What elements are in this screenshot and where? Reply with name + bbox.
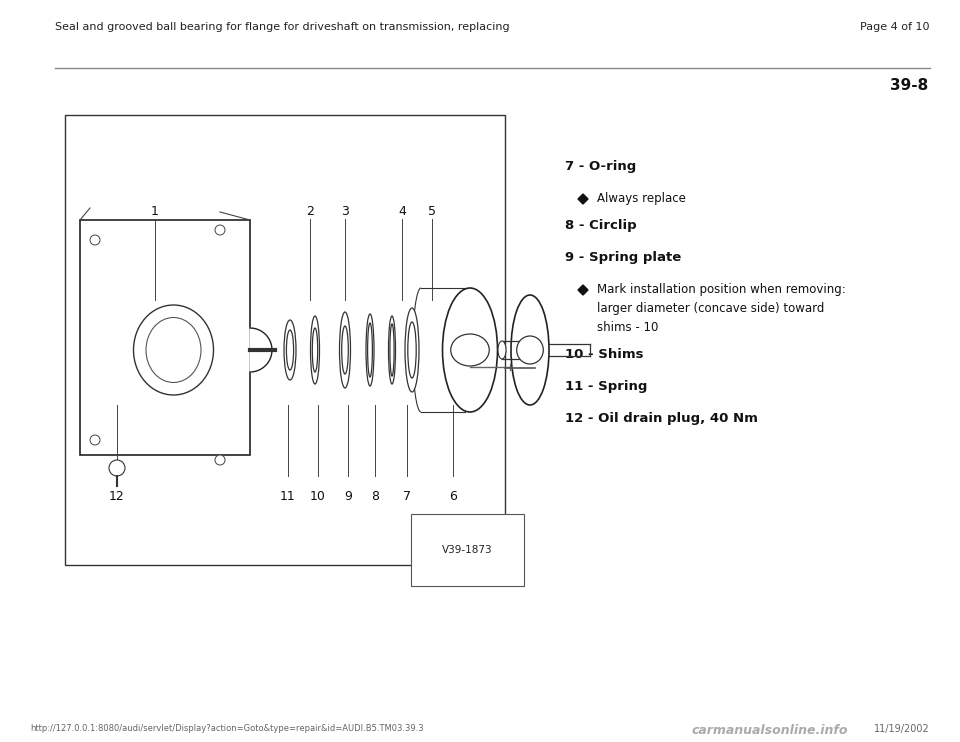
Bar <box>80 220 250 455</box>
Text: 10: 10 <box>310 490 326 503</box>
Text: 4: 4 <box>398 205 406 218</box>
Text: 10 - Shims: 10 - Shims <box>565 348 643 361</box>
Ellipse shape <box>340 312 350 388</box>
Polygon shape <box>250 328 272 372</box>
Text: 7 - O-ring: 7 - O-ring <box>565 160 636 173</box>
Text: 3: 3 <box>341 205 348 218</box>
Text: Page 4 of 10: Page 4 of 10 <box>860 22 930 32</box>
Text: 9: 9 <box>344 490 352 503</box>
Text: 39-8: 39-8 <box>890 78 928 93</box>
Ellipse shape <box>498 341 506 359</box>
Ellipse shape <box>215 455 225 465</box>
Text: 12: 12 <box>109 490 125 503</box>
Text: carmanualsonline.info: carmanualsonline.info <box>691 724 848 737</box>
Text: 11/19/2002: 11/19/2002 <box>875 724 930 734</box>
Ellipse shape <box>366 314 374 386</box>
Ellipse shape <box>368 323 372 377</box>
Ellipse shape <box>408 322 417 378</box>
Text: Mark installation position when removing:: Mark installation position when removing… <box>597 283 846 296</box>
Ellipse shape <box>312 328 318 372</box>
Text: 8: 8 <box>371 490 379 503</box>
Text: 7: 7 <box>403 490 411 503</box>
Text: larger diameter (concave side) toward: larger diameter (concave side) toward <box>597 302 825 315</box>
Ellipse shape <box>389 316 396 384</box>
Text: Always replace: Always replace <box>597 192 685 205</box>
Text: 9 - Spring plate: 9 - Spring plate <box>565 251 682 264</box>
Text: 5: 5 <box>428 205 436 218</box>
Circle shape <box>109 460 125 476</box>
Ellipse shape <box>390 324 395 376</box>
Text: 11: 11 <box>280 490 296 503</box>
Ellipse shape <box>342 326 348 374</box>
Text: 8 - Circlip: 8 - Circlip <box>565 219 636 232</box>
Text: 2: 2 <box>306 205 314 218</box>
Ellipse shape <box>511 295 549 405</box>
Ellipse shape <box>310 316 320 384</box>
Polygon shape <box>578 285 588 295</box>
Text: 12 - Oil drain plug, 40 Nm: 12 - Oil drain plug, 40 Nm <box>565 412 757 425</box>
Ellipse shape <box>146 318 201 382</box>
Ellipse shape <box>405 308 419 392</box>
Polygon shape <box>578 194 588 204</box>
Ellipse shape <box>286 330 294 370</box>
Text: shims - 10: shims - 10 <box>597 321 659 334</box>
Ellipse shape <box>516 336 543 364</box>
Ellipse shape <box>215 225 225 235</box>
Ellipse shape <box>451 334 490 366</box>
Text: V39-1873: V39-1873 <box>443 545 493 555</box>
Text: http://127.0.0.1:8080/audi/servlet/Display?action=Goto&type=repair&id=AUDI.B5.TM: http://127.0.0.1:8080/audi/servlet/Displ… <box>30 724 423 733</box>
Ellipse shape <box>133 305 213 395</box>
Text: 11 - Spring: 11 - Spring <box>565 380 647 393</box>
Ellipse shape <box>443 288 497 412</box>
Ellipse shape <box>90 435 100 445</box>
Ellipse shape <box>284 320 296 380</box>
Text: Seal and grooved ball bearing for flange for driveshaft on transmission, replaci: Seal and grooved ball bearing for flange… <box>55 22 510 32</box>
Text: 1: 1 <box>151 205 159 218</box>
Bar <box>65 115 505 565</box>
Ellipse shape <box>90 235 100 245</box>
Text: 6: 6 <box>449 490 457 503</box>
